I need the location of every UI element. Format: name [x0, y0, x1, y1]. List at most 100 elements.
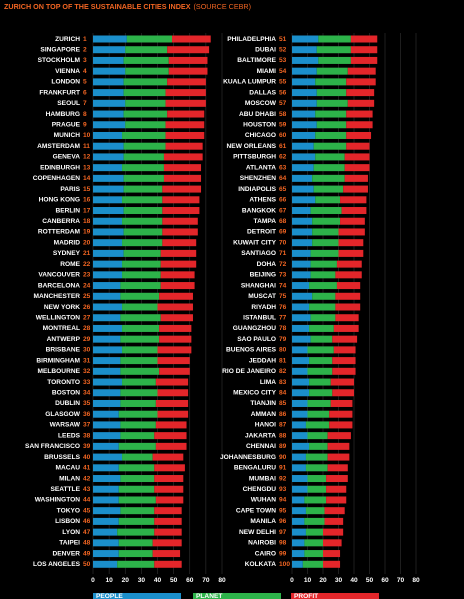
city-name: KUALA LUMPUR: [223, 79, 276, 86]
city-name: CHICAGO: [245, 132, 276, 139]
city-name: BOSTON: [52, 390, 80, 397]
bar-segment: [123, 249, 161, 257]
x-tick-label: 60: [186, 577, 194, 584]
bar-segment: [292, 142, 314, 150]
city-name: ATLANTA: [246, 164, 276, 171]
bar-segment: [93, 560, 118, 568]
bar-segment: [292, 410, 308, 418]
bar-segment: [346, 121, 373, 129]
city-name: STOCKHOLM: [38, 57, 81, 64]
x-tick-label: 80: [218, 577, 226, 584]
bar-segment: [157, 357, 190, 365]
legend-swatch: [291, 593, 379, 599]
bar-segment: [304, 517, 325, 525]
bar-segment: [307, 367, 333, 375]
bar-segment: [292, 399, 308, 407]
legend-swatch: [93, 593, 181, 599]
bar-segment: [162, 196, 200, 204]
bar-segment: [155, 399, 189, 407]
bar-segment: [93, 378, 123, 386]
city-rank: 23: [83, 272, 91, 279]
bar-segment: [93, 303, 123, 311]
bar-segment: [312, 217, 341, 225]
bar-segment: [122, 271, 161, 279]
bar-segment: [329, 410, 353, 418]
city-rank: 100: [279, 561, 290, 568]
city-rank: 32: [83, 368, 91, 375]
bar-segment: [292, 249, 311, 257]
bar-segment: [123, 228, 163, 236]
bar-segment: [292, 550, 305, 558]
bar-segment: [155, 442, 187, 450]
city-rank: 82: [279, 368, 287, 375]
city-rank: 31: [83, 357, 91, 364]
city-rank: 70: [279, 239, 287, 246]
city-name: VIENNA: [55, 68, 80, 75]
bar-segment: [309, 324, 334, 332]
city-rank: 62: [279, 154, 287, 161]
bar-segment: [292, 475, 308, 483]
city-rank: 21: [83, 250, 91, 257]
bar-segment: [305, 528, 323, 536]
bar-segment: [309, 303, 336, 311]
bar-segment: [122, 131, 166, 139]
bar-segment: [167, 110, 205, 118]
bar-segment: [93, 507, 121, 515]
city-rank: 7: [83, 100, 87, 107]
bar-segment: [292, 421, 306, 429]
bar-segment: [157, 303, 193, 311]
bar-segment: [336, 282, 361, 290]
city-rank: 92: [279, 475, 287, 482]
bar-segment: [327, 464, 348, 472]
bar-segment: [160, 260, 197, 268]
bar-segment: [118, 496, 156, 504]
legend-label: PLANET: [196, 593, 222, 599]
bar-segment: [323, 550, 341, 558]
bar-segment: [125, 99, 166, 107]
bar-segment: [309, 357, 333, 365]
x-tick-label: 20: [319, 577, 327, 584]
bar-segment: [292, 324, 310, 332]
city-name: NEW DELHI: [239, 529, 276, 536]
bar-segment: [338, 249, 364, 257]
city-name: DOHA: [257, 261, 277, 268]
city-rank: 78: [279, 325, 287, 332]
city-name: SAN FRANCISCO: [25, 443, 80, 450]
city-rank: 11: [83, 143, 90, 150]
bar-segment: [120, 292, 160, 300]
city-rank: 19: [83, 229, 91, 236]
bar-segment: [93, 539, 119, 547]
bar-segment: [315, 131, 347, 139]
city-name: CANBERRA: [42, 218, 80, 225]
city-rank: 46: [83, 518, 91, 525]
bar-segment: [350, 56, 378, 64]
bar-segment: [292, 346, 308, 354]
city-rank: 81: [279, 357, 287, 364]
bar-segment: [93, 357, 121, 365]
city-name: DALLAS: [249, 89, 276, 96]
bar-segment: [326, 496, 347, 504]
city-rank: 18: [83, 218, 91, 225]
bar-segment: [327, 453, 350, 461]
city-rank: 86: [279, 411, 287, 418]
city-name: ANTWERP: [47, 336, 81, 343]
city-name: HOUSTON: [243, 122, 276, 129]
bar-segment: [123, 185, 163, 193]
city-name: HAMBURG: [46, 111, 80, 118]
bar-segment: [154, 517, 182, 525]
city-name: SHENZHEN: [240, 175, 277, 182]
bar-segment: [292, 35, 319, 43]
bar-segment: [123, 110, 168, 118]
city-name: SANTIAGO: [241, 250, 276, 257]
city-name: HONG KONG: [39, 197, 80, 204]
city-name: MEXICO CITY: [233, 390, 276, 397]
city-rank: 87: [279, 422, 287, 429]
bar-segment: [165, 131, 205, 139]
bar-segment: [118, 517, 155, 525]
city-name: MANCHESTER: [33, 293, 80, 300]
subtitle: (SOURCE CEBR): [194, 2, 252, 11]
x-tick-label: 40: [154, 577, 162, 584]
bar-segment: [292, 282, 310, 290]
bar-segment: [93, 410, 119, 418]
bar-segment: [93, 550, 119, 558]
